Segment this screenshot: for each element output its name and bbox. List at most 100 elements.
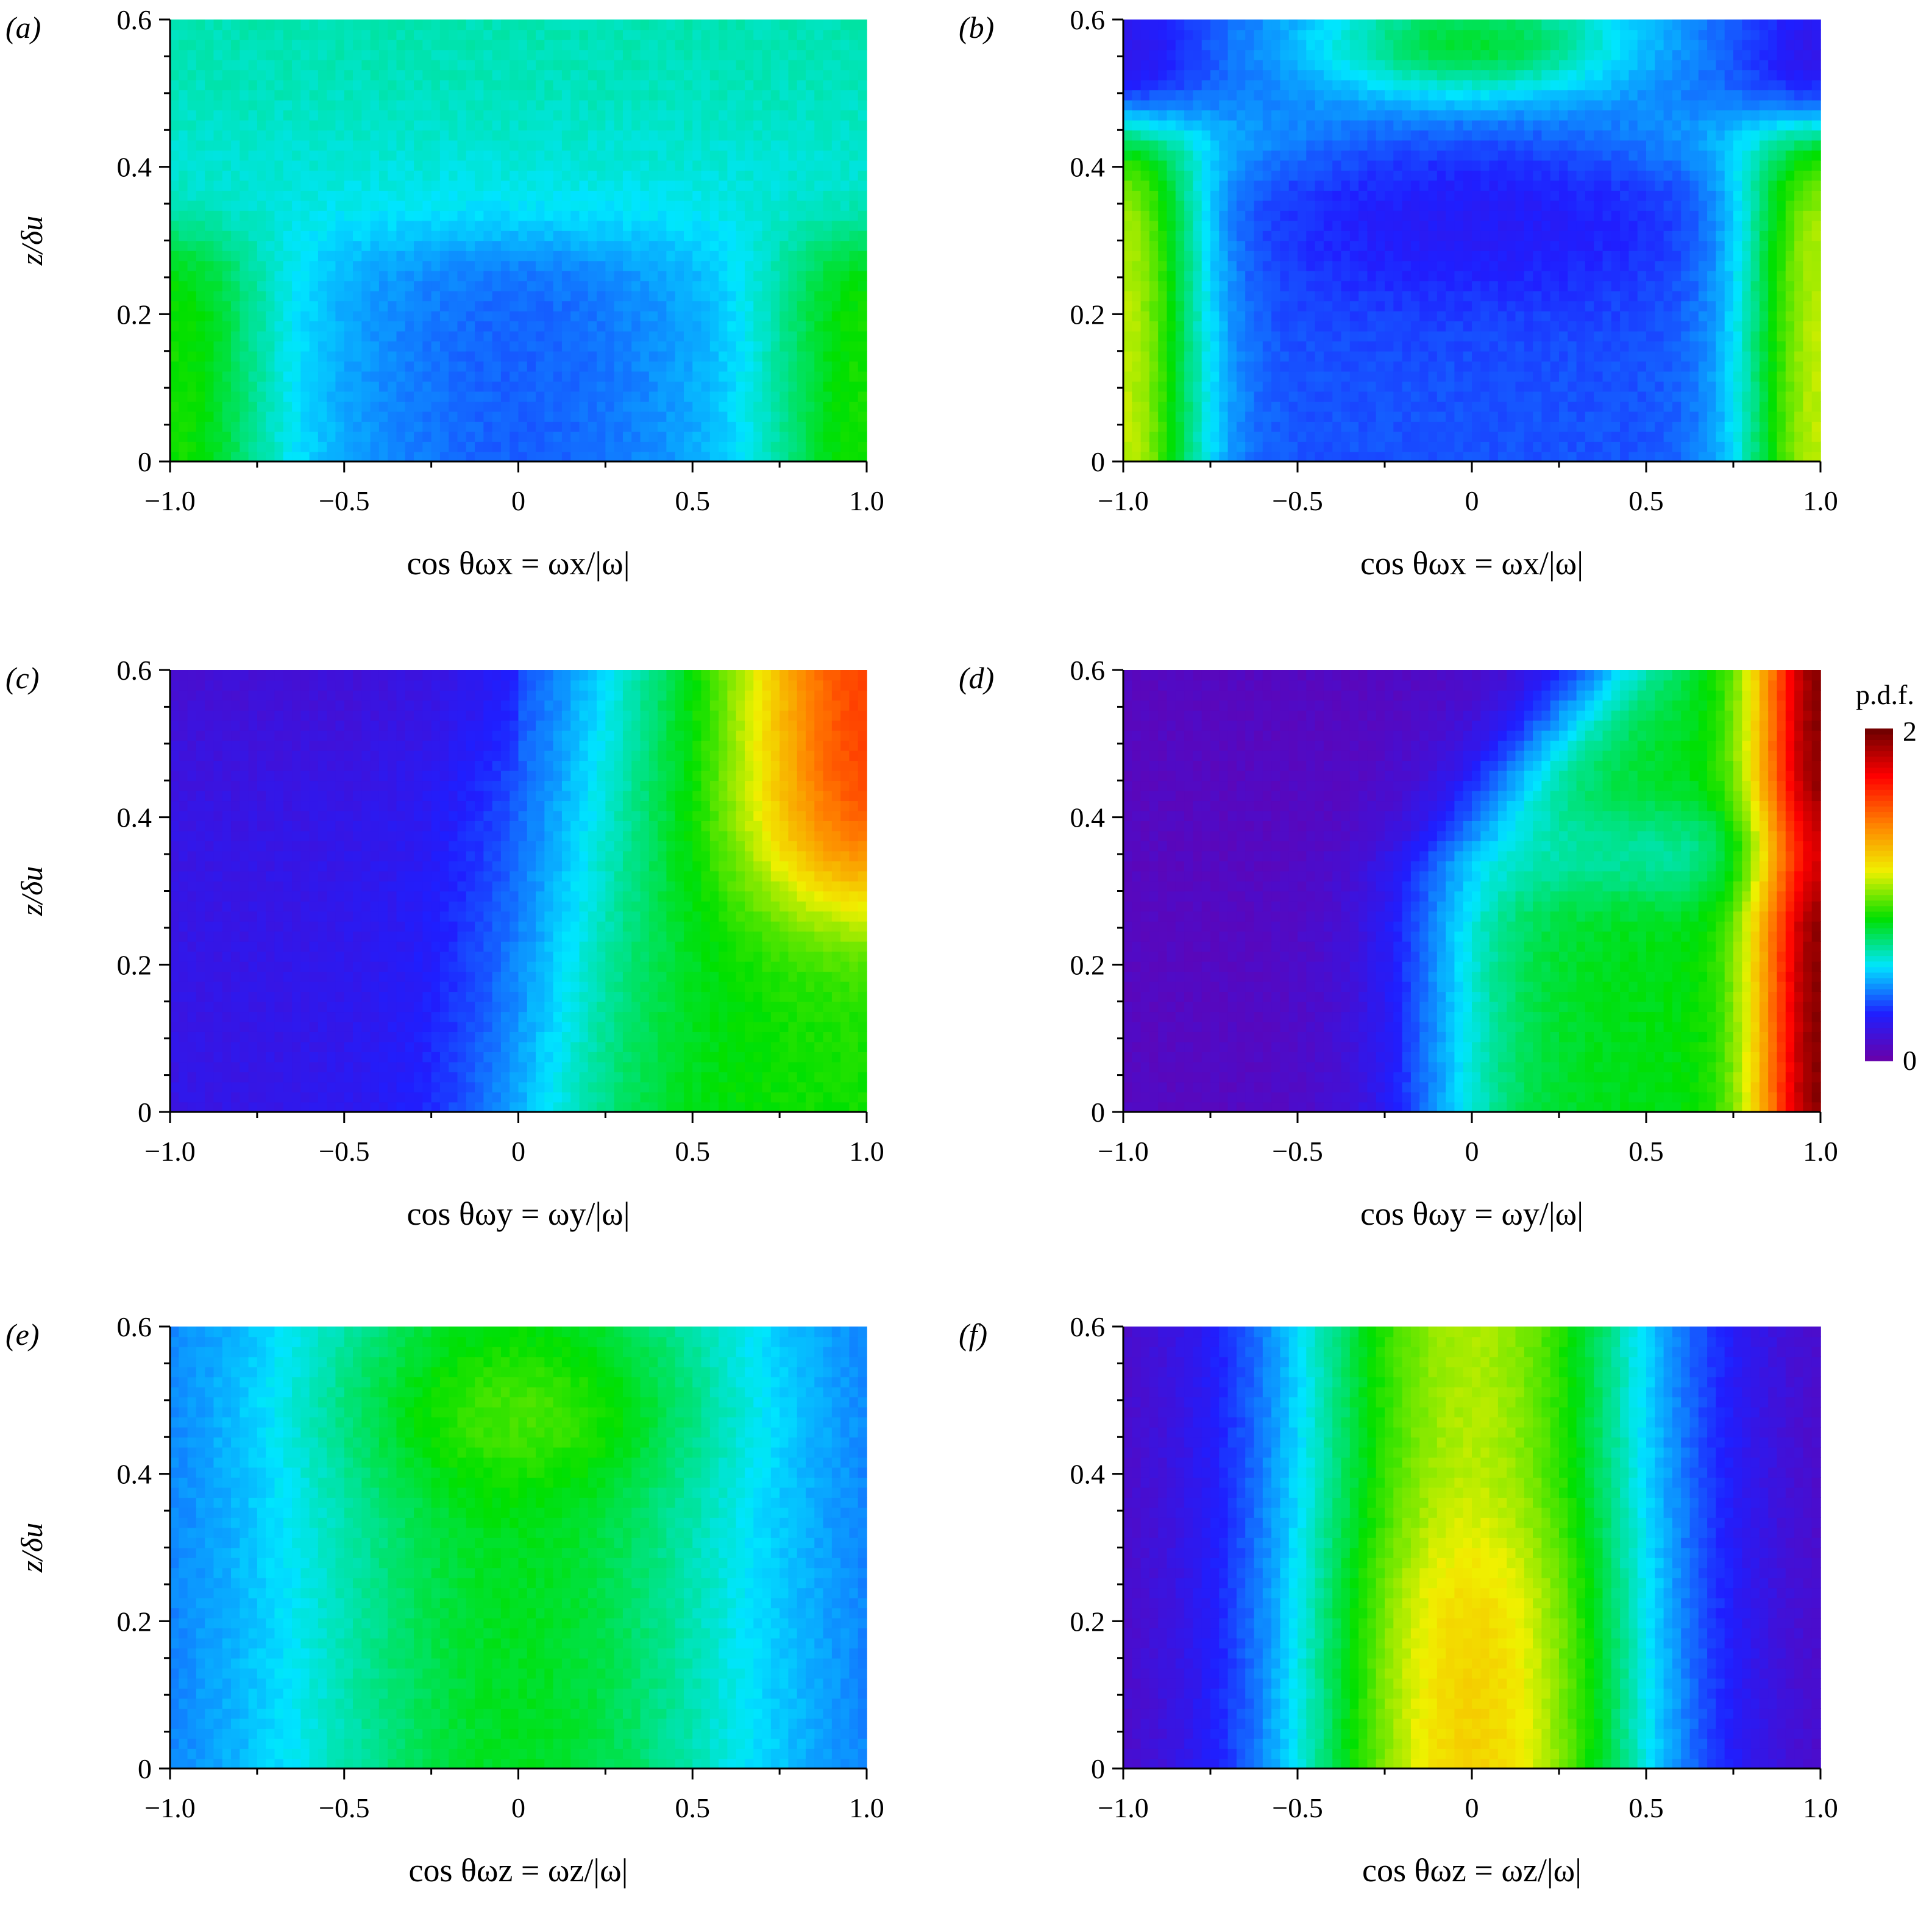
heatmap-cell [1332,291,1341,301]
heatmap-cell [780,221,789,231]
heatmap-cell [710,40,719,50]
heatmap-cell [170,130,179,140]
heatmap-cell [327,160,336,171]
heatmap-cell [449,411,458,422]
heatmap-cell [335,180,344,191]
heatmap-cell [666,150,675,160]
heatmap-cell [1193,251,1202,261]
heatmap-cell [492,100,502,110]
heatmap-cell [736,301,745,311]
heatmap-cell [806,20,815,30]
heatmap-cell [684,391,693,402]
heatmap-cell [806,311,815,321]
heatmap-cell [292,201,301,211]
heatmap-cell [396,271,405,281]
heatmap-cell [1358,190,1368,201]
heatmap-cell [492,180,502,191]
heatmap-cell [1341,411,1351,422]
heatmap-cell [222,401,232,411]
heatmap-cell [814,120,823,130]
heatmap-cell [300,80,310,90]
heatmap-cell [1237,421,1246,432]
heatmap-cell [1280,280,1289,291]
heatmap-cell [432,311,441,321]
heatmap-cell [188,441,197,452]
heatmap-cell [1393,441,1402,452]
heatmap-cell [344,160,353,171]
heatmap-cell [1167,260,1176,271]
heatmap-cell [388,80,397,90]
heatmap-cell [1167,371,1176,382]
heatmap-cell [570,241,580,251]
heatmap-cell [432,49,441,60]
heatmap-cell [361,311,371,321]
heatmap-cell [623,341,632,351]
heatmap-cell [753,140,762,151]
heatmap-cell [710,180,719,191]
heatmap-cell [475,441,484,452]
heatmap-cell [588,160,597,171]
heatmap-cell [780,411,789,422]
heatmap-cell [666,381,675,391]
heatmap-cell [213,80,222,90]
heatmap-cell [1324,20,1333,30]
heatmap-cell [1210,321,1220,331]
heatmap-cell [806,160,815,171]
heatmap-cell [1341,241,1351,251]
heatmap-cell [780,361,789,371]
heatmap-cell [1245,160,1254,171]
heatmap-cell [300,120,310,130]
heatmap-cell [422,280,432,291]
heatmap-cell [240,331,249,341]
heatmap-cell [396,301,405,311]
heatmap-cell [658,361,667,371]
heatmap-cell [814,361,823,371]
heatmap-cell [597,29,606,40]
heatmap-cell [1289,49,1298,60]
heatmap-cell [675,391,684,402]
heatmap-cell [1210,432,1220,442]
heatmap-cell [1376,432,1385,442]
heatmap-cell [1184,241,1193,251]
heatmap-cell [188,280,197,291]
heatmap-cell [1245,120,1254,130]
heatmap-cell [249,150,258,160]
heatmap-cell [1393,381,1402,391]
heatmap-cell [570,301,580,311]
heatmap-cell [614,180,623,191]
heatmap-cell [597,180,606,191]
heatmap-cell [292,29,301,40]
heatmap-cell [1184,20,1193,30]
heatmap-cell [658,60,667,70]
heatmap-cell [1202,60,1211,70]
heatmap-cell [466,351,475,362]
heatmap-cell [580,311,589,321]
heatmap-cell [832,60,841,70]
heatmap-cell [388,280,397,291]
heatmap-cell [1306,180,1315,191]
heatmap-cell [292,381,301,391]
heatmap-cell [570,452,580,462]
heatmap-cell [335,221,344,231]
heatmap-cell [570,120,580,130]
heatmap-cell [536,20,545,30]
heatmap-cell [536,180,545,191]
heatmap-cell [300,291,310,301]
heatmap-cell [222,301,232,311]
heatmap-cell [257,130,266,140]
heatmap-cell [849,90,858,100]
heatmap-cell [623,230,632,241]
heatmap-cell [422,411,432,422]
heatmap-cell [684,60,693,70]
heatmap-cell [213,441,222,452]
heatmap-cell [335,90,344,100]
heatmap-cell [388,371,397,382]
heatmap-cell [597,110,606,120]
heatmap-cell [1315,260,1324,271]
heatmap-cell [492,411,502,422]
heatmap-cell [344,201,353,211]
heatmap-cell [422,201,432,211]
heatmap-cell [1210,361,1220,371]
heatmap-cell [353,80,362,90]
heatmap-cell [1324,140,1333,151]
